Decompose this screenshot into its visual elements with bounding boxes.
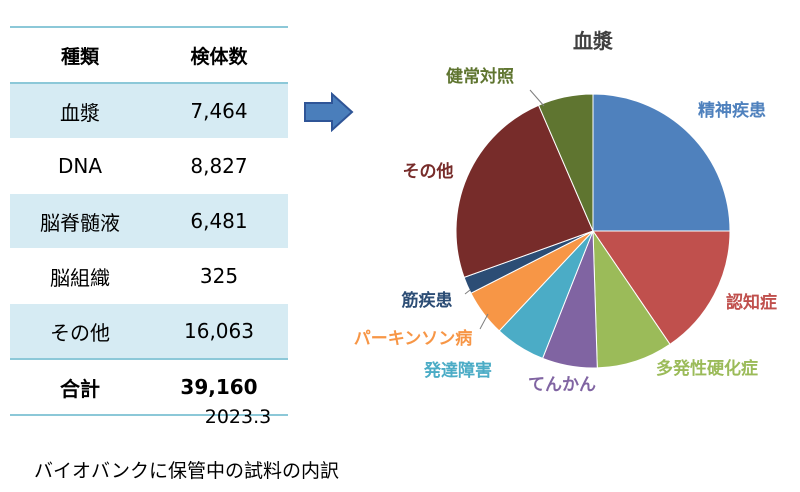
row-count: 8,827 [190,154,248,178]
pie-slice-8 [537,93,594,232]
pie-slice-0 [592,93,731,232]
table-total-row: 合計 39,160 [10,359,288,415]
leader-line-5 [479,313,489,330]
date-note: 2023.3 [204,406,272,428]
slice-label-6: 筋疾患 [401,290,453,311]
table-row: DNA 8,827 [10,139,288,194]
row-count: 6,481 [190,209,248,233]
slice-label-0: 精神疾患 [698,100,766,121]
row-count: 7,464 [190,99,248,123]
slice-label-7: その他 [403,161,454,182]
table-row: その他 16,063 [10,303,288,359]
right-arrow-icon [304,92,354,132]
slice-label-8: 健常対照 [446,66,514,87]
slice-label-5: パーキンソン病 [354,328,473,349]
row-count: 16,063 [184,319,254,343]
table-row: 脳脊髄液 6,481 [10,193,288,249]
slice-label-4: 発達障害 [423,360,492,381]
row-count: 325 [199,264,239,288]
total-value: 39,160 [180,375,258,399]
table-row: 血漿 7,464 [10,83,288,139]
column-header-count: 検体数 [190,45,248,68]
chart-title: 血漿 [573,29,614,53]
column-header-type: 種類 [60,45,99,68]
row-type: DNA [57,154,103,178]
leader-line-6 [464,289,471,295]
sample-count-table: 種類 検体数 血漿 7,464 DNA 8,827 脳脊髄液 6,481 脳組織… [10,26,288,416]
row-type: 脳脊髄液 [40,210,120,235]
pie-slice-1 [592,230,731,346]
row-type: その他 [50,320,110,345]
row-type: 血漿 [60,100,100,125]
table-header-row: 種類 検体数 [10,27,288,83]
arrow-shape [304,92,354,132]
caption: バイオバンクに保管中の試料の内訳 [34,460,339,482]
pie-slice-7 [455,104,594,279]
total-label: 合計 [60,376,100,401]
slice-label-2: 多発性硬化症 [656,358,758,379]
row-type: 脳組織 [50,265,110,290]
pie-slices [455,93,731,369]
slice-label-3: てんかん [528,375,596,395]
leader-line-8 [529,89,545,107]
table-row: 脳組織 325 [10,249,288,304]
slice-label-1: 認知症 [726,292,777,313]
